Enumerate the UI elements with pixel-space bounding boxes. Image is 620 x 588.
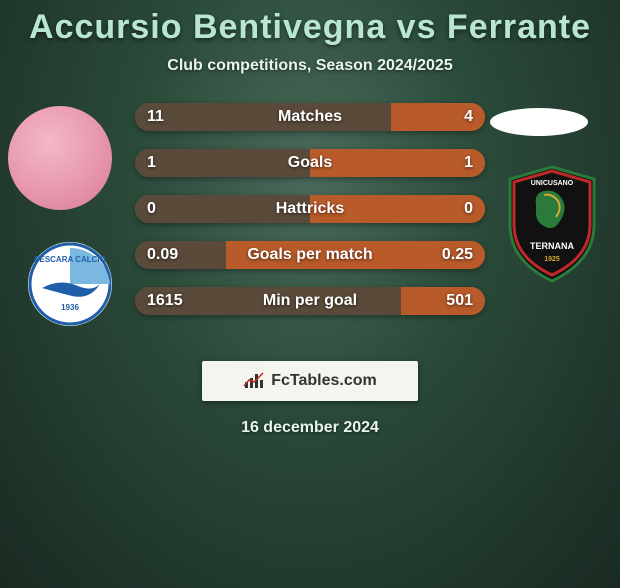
brand-label: FcTables.com (271, 372, 377, 390)
stat-bar: 00Hattricks (135, 195, 485, 223)
stat-label: Goals (135, 154, 485, 172)
stat-bar: 11Goals (135, 149, 485, 177)
svg-text:1936: 1936 (61, 303, 79, 312)
stat-label: Min per goal (135, 292, 485, 310)
svg-text:TERNANA: TERNANA (530, 241, 574, 251)
page-title: Accursio Bentivegna vs Ferrante (0, 8, 620, 47)
stat-bar: 0.090.25Goals per match (135, 241, 485, 269)
player-left-photo (8, 106, 112, 210)
date-label: 16 december 2024 (0, 419, 620, 437)
club-logo-left: PESCARA CALCIO 1936 (20, 240, 120, 328)
stat-label: Matches (135, 108, 485, 126)
stat-label: Hattricks (135, 200, 485, 218)
svg-text:PESCARA CALCIO: PESCARA CALCIO (34, 255, 106, 264)
stat-bar: 114Matches (135, 103, 485, 131)
stat-label: Goals per match (135, 246, 485, 264)
svg-text:1925: 1925 (544, 256, 560, 263)
brand-attribution[interactable]: FcTables.com (202, 361, 418, 401)
subtitle: Club competitions, Season 2024/2025 (0, 57, 620, 75)
club-logo-right: UNICUSANO TERNANA 1925 (506, 165, 598, 283)
chart-icon (243, 372, 265, 390)
comparison-panel: PESCARA CALCIO 1936 UNICUSANO TERNANA 19… (0, 103, 620, 343)
player-right-logo-placeholder (490, 108, 588, 136)
stats-container: 114Matches 11Goals 00Hattricks 0.090.25Goal… (135, 103, 485, 333)
stat-bar: 1615501Min per goal (135, 287, 485, 315)
svg-text:UNICUSANO: UNICUSANO (531, 180, 574, 187)
